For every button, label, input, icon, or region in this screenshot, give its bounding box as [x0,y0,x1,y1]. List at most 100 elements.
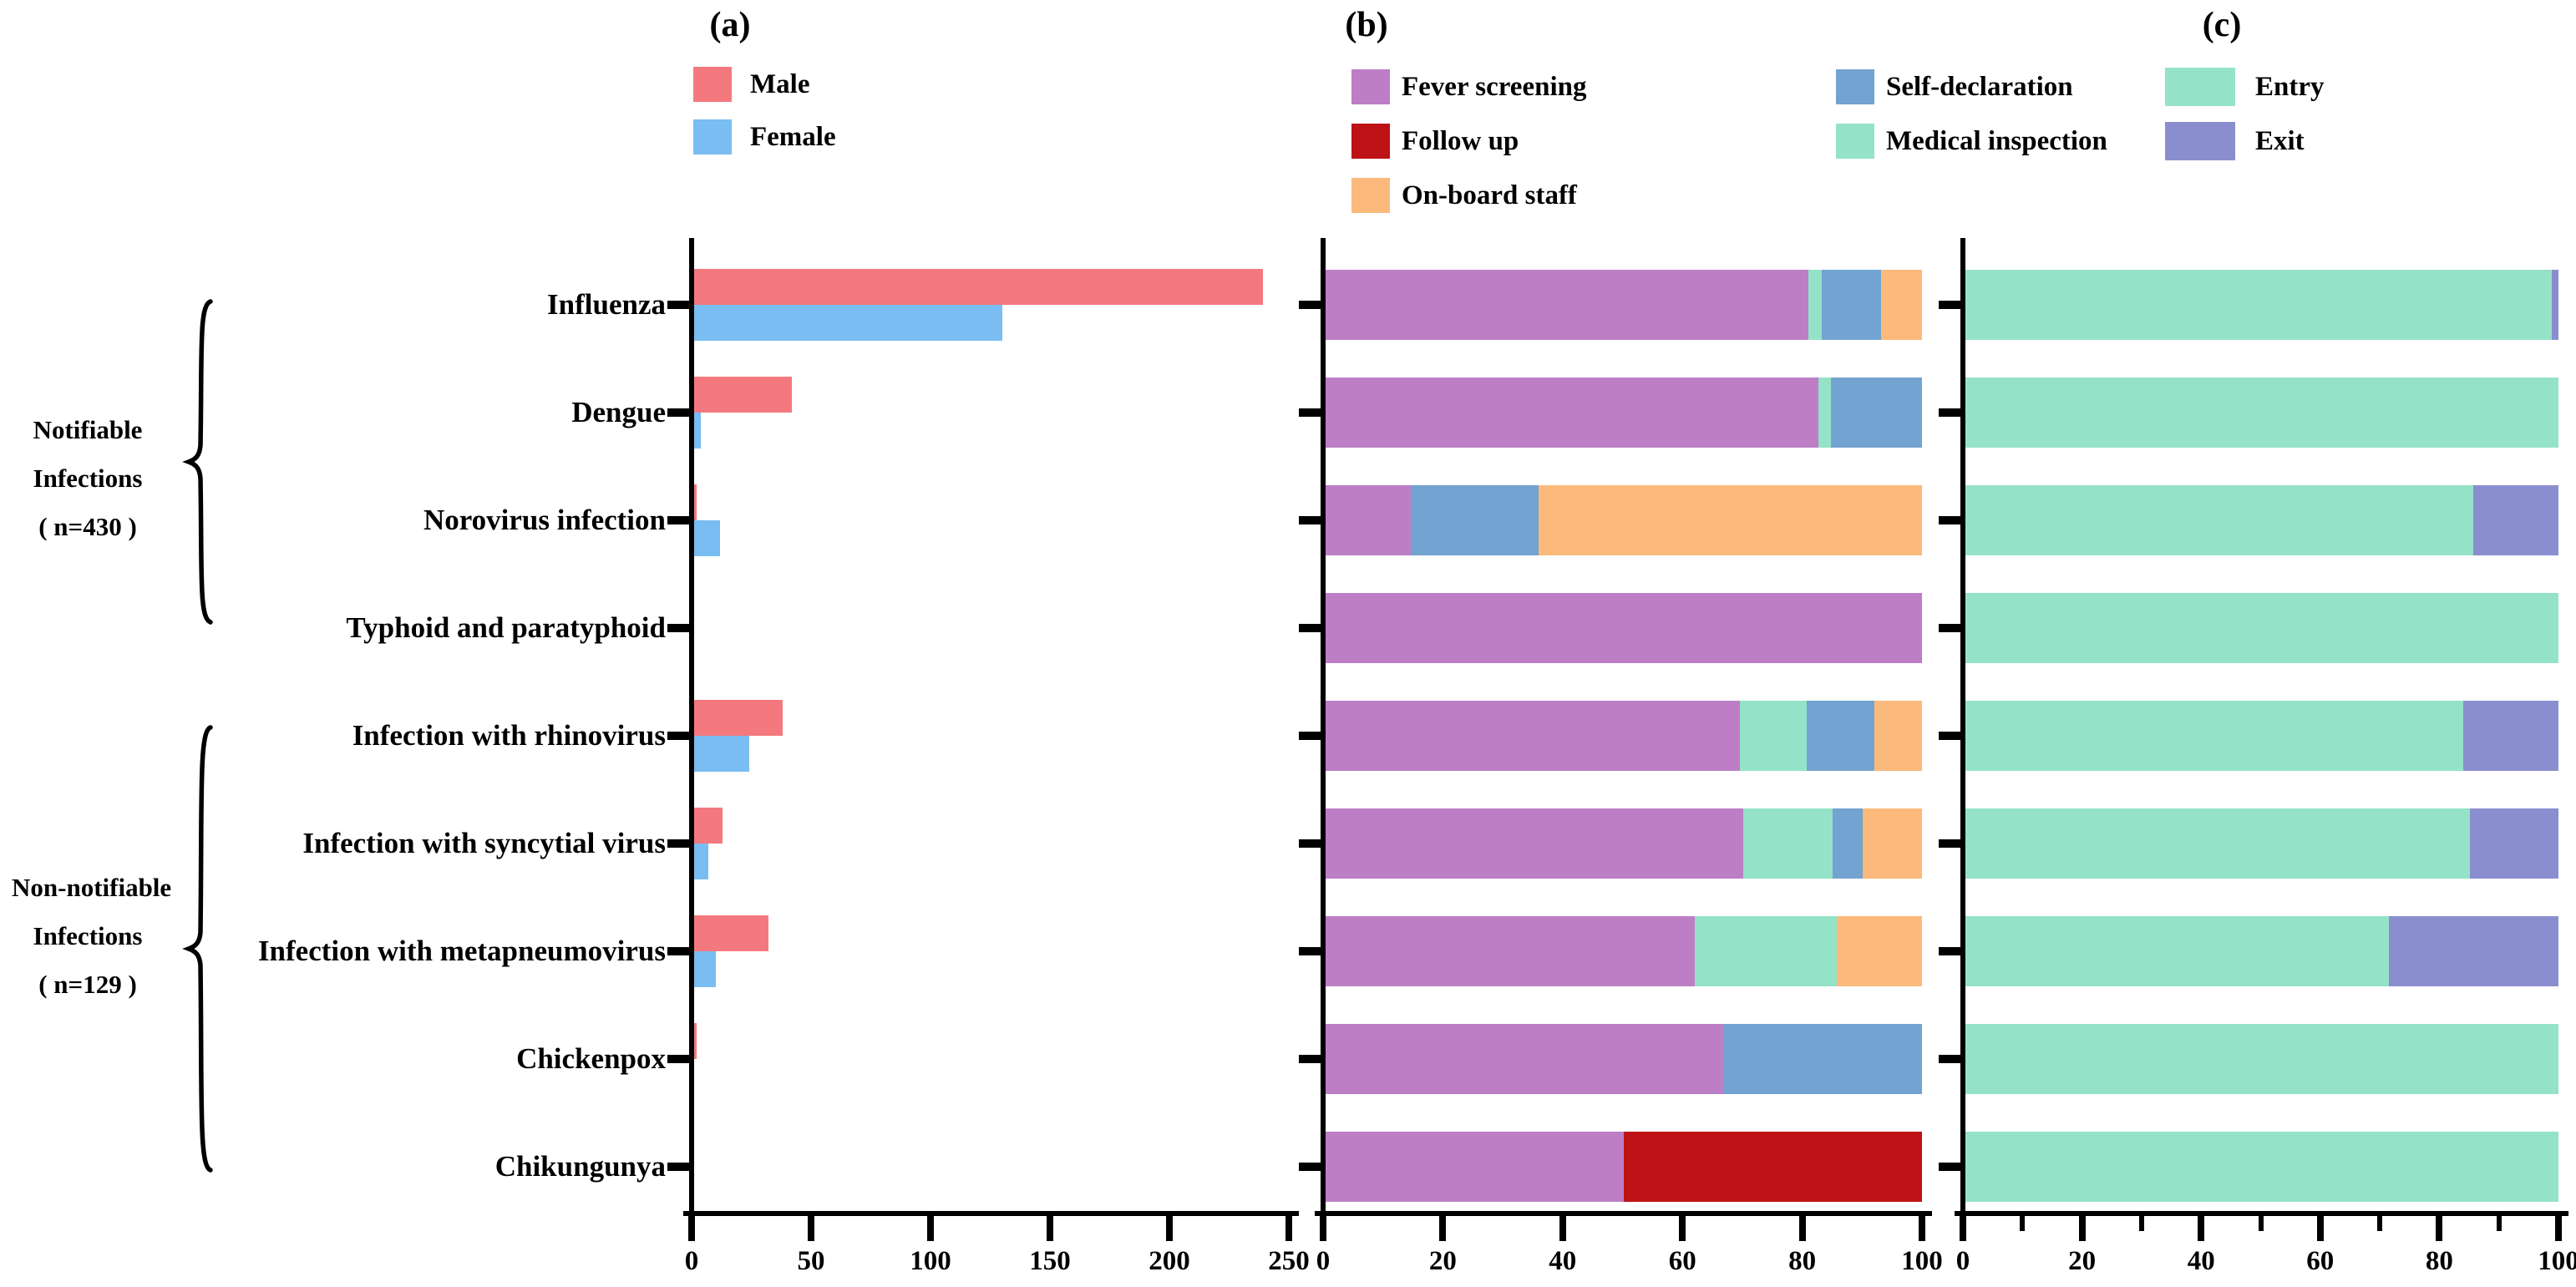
x-tick-label: 100 [2538,1246,2576,1276]
segment-syncytial-fever-screening [1326,808,1743,879]
segment-rhinovirus-on-board-staff [1874,701,1922,771]
bar-influenza-male [694,269,1263,305]
segment-influenza-on-board-staff [1881,270,1922,340]
category-label-chikungunya: Chikungunya [494,1150,666,1183]
bar-norovirus-male [694,484,697,520]
segment-chickenpox-entry [1965,1024,2558,1094]
bar-norovirus-female [694,520,721,556]
segment-chikungunya-follow-up [1624,1132,1922,1202]
x-tick-label: 60 [2306,1246,2335,1276]
legend-swatch-fever-screening [1351,69,1390,104]
y-row-tick-chickenpox [667,1055,689,1063]
segment-rhinovirus-entry [1965,701,2463,771]
legend-label-fever-screening: Fever screening [1402,72,1587,102]
legend-swatch-male [693,67,732,102]
x-tick-label: 40 [1549,1246,1577,1276]
x-tick [2436,1216,2443,1241]
panel-a-x-axis [683,1211,1299,1216]
legend-swatch-female [693,119,732,155]
x-tick [1679,1216,1686,1241]
bar-syncytial-female [694,844,709,879]
legend-label-exit: Exit [2255,126,2305,156]
y-row-tick-influenza [1939,301,1960,309]
segment-chickenpox-self-declaration [1723,1024,1922,1094]
x-tick [2316,1216,2324,1241]
y-row-tick-chickenpox [1299,1055,1321,1063]
legend-swatch-exit [2165,122,2235,160]
y-row-tick-syncytial [1939,839,1960,848]
group-label-line: ( n=430 ) [38,512,137,541]
legend-label-female: Female [750,122,836,152]
segment-norovirus-self-declaration [1411,485,1539,555]
y-row-tick-chikungunya [1939,1163,1960,1171]
y-row-tick-metapneumovirus [1299,947,1321,955]
legend-label-male: Male [750,69,810,99]
segment-dengue-self-declaration [1831,377,1922,448]
segment-dengue-medical-inspection [1818,377,1832,448]
legend-swatch-follow-up [1351,124,1390,159]
group-label-line: Infections [33,921,143,950]
segment-influenza-self-declaration [1822,270,1882,340]
category-label-typhoid: Typhoid and paratyphoid [346,611,666,644]
y-row-tick-dengue [1299,408,1321,417]
group-label-line: Infections [33,464,143,493]
segment-metapneumovirus-exit [2388,916,2558,986]
segment-typhoid-entry [1965,593,2558,663]
legend-label-follow-up: Follow up [1402,126,1519,156]
segment-syncytial-medical-inspection [1742,808,1833,879]
category-label-syncytial: Infection with syncytial virus [302,827,666,859]
panel-c-title: (c) [2202,6,2242,44]
segment-influenza-medical-inspection [1808,270,1823,340]
bar-rhinovirus-female [694,736,749,772]
segment-metapneumovirus-on-board-staff [1836,916,1922,986]
x-tick [1798,1216,1806,1241]
x-tick-label: 60 [1668,1246,1696,1276]
x-tick [927,1216,934,1241]
x-tick-label: 100 [910,1246,951,1276]
x-tick-label: 0 [1955,1246,1970,1276]
x-minor-tick [2377,1216,2383,1231]
y-row-tick-chickenpox [1939,1055,1960,1063]
segment-rhinovirus-exit [2462,701,2558,771]
segment-chikungunya-fever-screening [1326,1132,1624,1202]
segment-norovirus-on-board-staff [1538,485,1922,555]
legend-swatch-on-board-staff [1351,178,1390,213]
x-tick [1919,1216,1925,1241]
y-row-tick-rhinovirus [667,732,689,740]
x-minor-tick [2138,1216,2144,1231]
segment-rhinovirus-self-declaration [1807,701,1874,771]
y-row-tick-norovirus [1939,516,1960,524]
x-tick-label: 200 [1149,1246,1190,1276]
x-minor-tick [2020,1216,2026,1231]
y-row-tick-typhoid [667,624,689,632]
x-tick-label: 250 [1268,1246,1310,1276]
legend-label-on-board-staff: On-board staff [1402,180,1577,210]
x-minor-tick [2496,1216,2502,1231]
segment-norovirus-fever-screening [1326,485,1412,555]
y-row-tick-chikungunya [1299,1163,1321,1171]
bar-dengue-female [694,413,702,448]
y-row-tick-typhoid [1939,624,1960,632]
segment-chikungunya-entry [1965,1132,2558,1202]
group-brace [182,725,213,1173]
panel-b-y-axis [1321,238,1326,1216]
legend-label-medical-inspection: Medical inspection [1886,126,2107,156]
group-brace [182,299,213,625]
x-tick [1960,1216,1966,1241]
y-row-tick-dengue [1939,408,1960,417]
legend-swatch-medical-inspection [1836,124,1874,159]
category-label-metapneumovirus: Infection with metapneumovirus [257,935,666,967]
bar-dengue-male [694,377,793,413]
segment-influenza-exit [2552,270,2558,340]
x-tick-label: 0 [1316,1246,1331,1276]
y-row-tick-rhinovirus [1939,732,1960,740]
bar-rhinovirus-male [694,700,783,736]
y-row-tick-metapneumovirus [667,947,689,955]
y-row-tick-norovirus [667,516,689,524]
segment-norovirus-entry [1965,485,2474,555]
legend-swatch-self-declaration [1836,69,1874,104]
group-label-line: Notifiable [33,415,143,444]
y-row-tick-influenza [1299,301,1321,309]
x-tick-label: 20 [1428,1246,1457,1276]
